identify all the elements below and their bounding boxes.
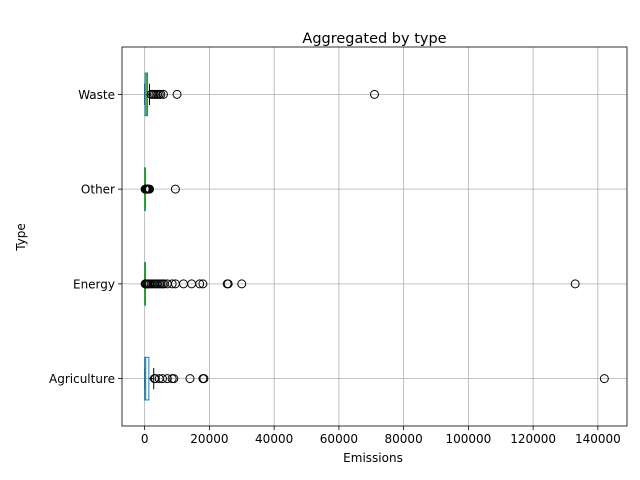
outlier-point: [237, 279, 247, 289]
outlier-point: [599, 374, 609, 384]
grid-layer: [122, 47, 627, 426]
outlier-point: [195, 279, 205, 289]
outlier-point: [199, 374, 209, 384]
y-tick-label: Waste: [78, 88, 115, 102]
x-tick-label: 120000: [510, 432, 556, 446]
x-axis-label: Emissions: [343, 451, 403, 465]
box-layer: [140, 72, 609, 401]
y-tick-label: Energy: [73, 277, 115, 291]
x-tick-label: 40000: [255, 432, 293, 446]
y-tick-label: Agriculture: [49, 372, 115, 386]
outlier-point: [198, 279, 208, 289]
tick-layer: 0 20000 40000 60000 80000 100000 120000 140000 A…: [49, 88, 621, 446]
outlier-point: [167, 279, 177, 289]
outlier-point: [570, 279, 580, 289]
x-tick-label: 80000: [385, 432, 423, 446]
outlier-point: [172, 89, 182, 99]
outlier-point: [158, 89, 168, 99]
outlier-point: [223, 279, 233, 289]
x-tick-label: 20000: [190, 432, 228, 446]
box-iqr: [144, 356, 150, 401]
plot-area-frame: [121, 46, 628, 427]
x-tick-label: 0: [141, 432, 149, 446]
outlier-point: [156, 89, 166, 99]
x-tick-label: 60000: [320, 432, 358, 446]
outlier-point: [145, 184, 155, 194]
box-other: [140, 167, 180, 211]
x-tick-label: 140000: [575, 432, 621, 446]
y-tick-label: Other: [81, 183, 115, 197]
box-energy: [140, 262, 580, 306]
outlier-point: [169, 374, 179, 384]
outlier-point: [157, 374, 167, 384]
x-tick-label: 100000: [445, 432, 491, 446]
outlier-point: [170, 184, 180, 194]
box-agriculture: [144, 356, 609, 401]
outlier-point: [185, 374, 195, 384]
outlier-point: [150, 374, 160, 384]
outlier-point: [162, 374, 172, 384]
y-axis-label: Type: [14, 223, 28, 252]
box-waste: [144, 72, 379, 117]
outlier-point: [370, 89, 379, 99]
chart-title: Aggregated by type: [302, 31, 446, 47]
